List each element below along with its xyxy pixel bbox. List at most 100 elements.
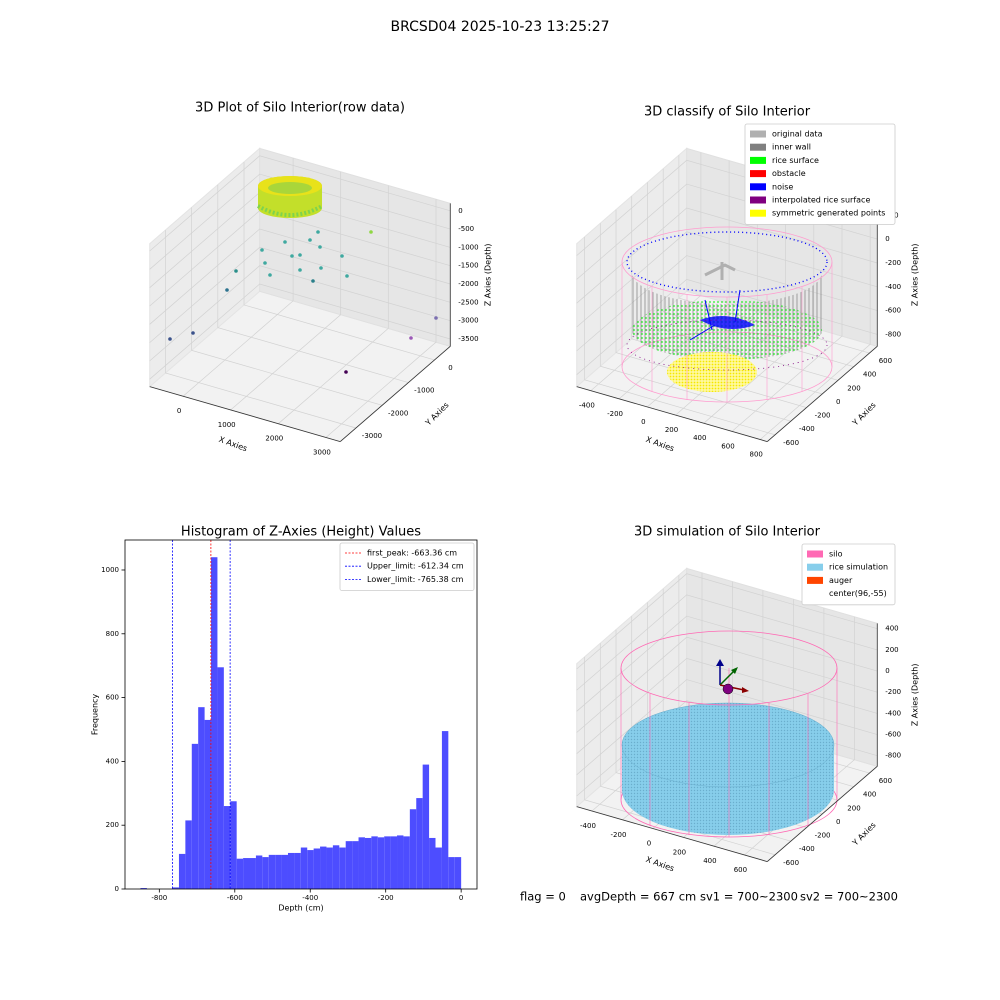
footer-flag: flag = 0	[520, 890, 566, 904]
x-tick-label: 800	[750, 451, 763, 459]
grid-line	[325, 199, 437, 438]
bar	[198, 707, 205, 889]
x-tick-label: 400	[703, 857, 716, 865]
x-tick-label: 2000	[265, 435, 283, 443]
z-tick-label: -3500	[458, 335, 478, 343]
y-tick-label: -600	[783, 859, 799, 867]
z-tick-label: -800	[885, 330, 901, 338]
bar	[178, 853, 186, 889]
bar	[300, 847, 308, 889]
y-tick-label: -600	[783, 439, 799, 447]
z-axis-label: Z Axies (Depth)	[484, 244, 493, 307]
y-axis-label: Y Axies	[423, 401, 451, 429]
y-tick-label: 400	[863, 791, 876, 799]
legend-patch	[807, 563, 823, 571]
legend-box	[744, 123, 896, 225]
x-tick-label: -800	[151, 894, 167, 902]
z-axis-label: Z Axies (Depth)	[911, 664, 920, 727]
grid-line	[576, 615, 878, 712]
bar	[448, 857, 455, 889]
grid-line	[149, 228, 451, 325]
y-axis	[339, 346, 451, 442]
x-tick-label: 1000	[218, 421, 236, 429]
x-tick-label: 200	[673, 848, 686, 856]
grid-line	[149, 155, 451, 252]
y-tick-label: -400	[799, 425, 815, 433]
grid-line	[191, 207, 383, 406]
z-tick-label: -200	[885, 259, 901, 267]
legend-label: center(96,-55)	[829, 589, 887, 598]
x-axis-label: X Axies	[645, 435, 676, 454]
y-tick-label: 200	[847, 804, 860, 812]
grid-line	[576, 231, 878, 328]
bar	[320, 846, 327, 889]
legend-box	[339, 542, 475, 591]
bar	[243, 858, 250, 889]
grid-line	[576, 636, 878, 733]
legend-patch	[750, 156, 766, 164]
bar	[140, 888, 147, 889]
legend-label: auger	[829, 576, 853, 585]
y-tick-label: 0	[448, 364, 452, 372]
grid-line	[759, 201, 871, 440]
grid-line	[149, 173, 451, 270]
legend-label: silo	[829, 550, 843, 559]
grid-line	[217, 184, 409, 383]
subplot-title: 3D Plot of Silo Interior(row data)	[195, 101, 405, 116]
z-tick-label: -1000	[458, 243, 478, 251]
bar	[172, 887, 179, 889]
bar	[275, 854, 282, 889]
z-tick-label: -3000	[458, 317, 478, 325]
legend-patch	[750, 170, 766, 178]
bar	[185, 820, 192, 889]
x-tick-label: 600	[734, 866, 747, 874]
legend-patch	[807, 590, 823, 598]
x-tick-label: 0	[641, 418, 645, 426]
z-tick-label: 0	[885, 235, 889, 243]
grid-line	[149, 246, 451, 343]
chart-layer: 3D Plot of Silo Interior(row data) 0 1000 2…	[91, 101, 920, 913]
z-tick-label: -200	[885, 688, 901, 696]
bar	[294, 852, 301, 889]
bar	[211, 557, 218, 889]
legend-label: symmetric generated points	[772, 209, 885, 218]
axes-frame	[124, 539, 478, 890]
grid-line	[149, 265, 451, 362]
x-tick-label: -600	[227, 894, 243, 902]
y-tick-label: 0	[115, 885, 119, 893]
x-tick-label: 400	[693, 434, 706, 442]
legend-label: Lower_limit: -765.38 cm	[367, 575, 464, 584]
grid-line	[615, 209, 807, 408]
z-tick-label: -500	[458, 225, 474, 233]
bar	[384, 836, 391, 889]
legend-patch	[750, 143, 766, 151]
y-tick-label: 600	[879, 357, 892, 365]
bar	[397, 835, 404, 889]
grid-line	[149, 283, 451, 380]
bar	[255, 855, 263, 889]
legend-label: interpolated rice surface	[772, 196, 870, 205]
x-tick-label: -200	[607, 410, 623, 418]
x-axis	[576, 386, 768, 442]
x-axis	[149, 386, 341, 442]
y-tick-label: 800	[106, 630, 119, 638]
y-tick-label: -200	[815, 412, 831, 420]
legend-label: Upper_limit: -612.34 cm	[367, 562, 464, 571]
bar	[358, 837, 365, 889]
raw-point-cloud	[168, 176, 438, 374]
x-tick-label: 3000	[313, 448, 331, 456]
suptitle: BRCSD04 2025-10-23 13:25:27	[390, 19, 609, 35]
y-tick-label: 0	[836, 398, 840, 406]
legend-label: rice surface	[772, 156, 819, 165]
y-axis	[766, 766, 878, 862]
bar	[236, 858, 244, 889]
bar	[204, 719, 212, 889]
x-axis-label: Depth (cm)	[278, 904, 323, 913]
x-tick-label: 200	[665, 426, 678, 434]
z-tick-label: -2000	[458, 280, 478, 288]
bar	[435, 847, 442, 889]
bar	[307, 850, 314, 889]
legend-patch	[750, 196, 766, 204]
bar	[281, 854, 288, 889]
classified-cloud	[621, 226, 833, 403]
